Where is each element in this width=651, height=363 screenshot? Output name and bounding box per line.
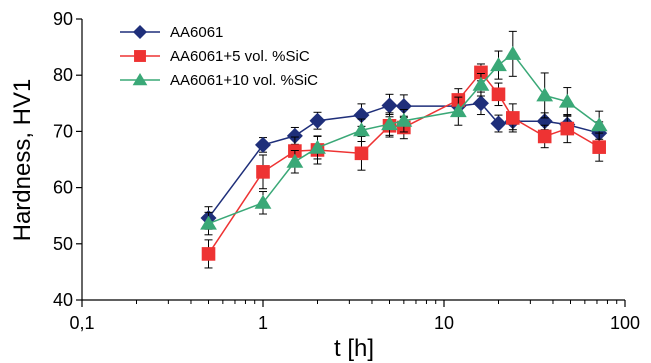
x-tick-label: 10 <box>434 313 454 333</box>
data-point <box>506 111 520 125</box>
legend: AA6061 AA6061+5 vol. %SiC AA6061+10 vol. %… <box>120 24 318 89</box>
legend-marker <box>134 50 146 62</box>
axes <box>81 19 625 301</box>
x-tick-label: 0,1 <box>69 313 94 333</box>
y-tick-label: 70 <box>53 121 73 141</box>
data-point <box>560 121 575 136</box>
data-point <box>490 57 507 72</box>
legend-marker <box>132 73 148 86</box>
data-point <box>354 146 369 161</box>
tick-labels: 40 50 60 70 80 90 0,1 1 10 100 <box>53 9 640 333</box>
data-point <box>309 139 326 154</box>
data-point <box>590 117 608 132</box>
data-point <box>200 215 217 230</box>
data-point <box>286 153 304 168</box>
series-2 <box>201 63 606 269</box>
data-point <box>309 112 326 129</box>
y-tick-label: 40 <box>53 290 73 310</box>
data-point <box>474 65 488 80</box>
data-point <box>449 103 467 118</box>
legend-item-3: AA6061+10 vol. %SiC <box>120 72 318 89</box>
x-tick-label: 100 <box>610 313 640 333</box>
x-tick-label: 1 <box>258 313 268 333</box>
data-point <box>504 45 522 60</box>
legend-item-1: AA6061 <box>120 24 223 41</box>
data-point <box>201 247 216 261</box>
data-point <box>537 129 552 144</box>
data-point <box>255 136 271 153</box>
data-point <box>395 98 412 115</box>
series-line <box>208 52 600 225</box>
data-point <box>558 93 576 108</box>
ticks <box>76 18 626 307</box>
data-point <box>256 165 270 179</box>
y-tick-label: 80 <box>53 65 73 85</box>
data-point <box>381 97 398 114</box>
data-point <box>490 115 507 132</box>
series-3 <box>200 30 608 236</box>
x-axis-title: t [h] <box>334 335 374 362</box>
legend-label: AA6061+5 vol. %SiC <box>170 48 310 65</box>
data-point <box>472 76 490 91</box>
legend-label: AA6061+10 vol. %SiC <box>170 72 318 89</box>
y-tick-label: 90 <box>53 9 73 29</box>
data-point <box>472 95 489 112</box>
data-point <box>353 122 370 137</box>
legend-label: AA6061 <box>170 24 223 41</box>
data-point <box>536 87 554 102</box>
data-point <box>254 194 272 209</box>
data-point <box>395 112 413 127</box>
legend-item-2: AA6061+5 vol. %SiC <box>120 48 310 65</box>
y-tick-label: 60 <box>53 178 73 198</box>
y-tick-label: 50 <box>53 234 73 254</box>
data-point <box>286 127 303 144</box>
legend-marker <box>133 25 147 39</box>
series-layer <box>200 30 608 269</box>
data-point <box>491 87 506 102</box>
data-point <box>381 116 398 131</box>
data-point <box>592 140 606 154</box>
y-axis-title: Hardness, HV1 <box>9 79 36 242</box>
